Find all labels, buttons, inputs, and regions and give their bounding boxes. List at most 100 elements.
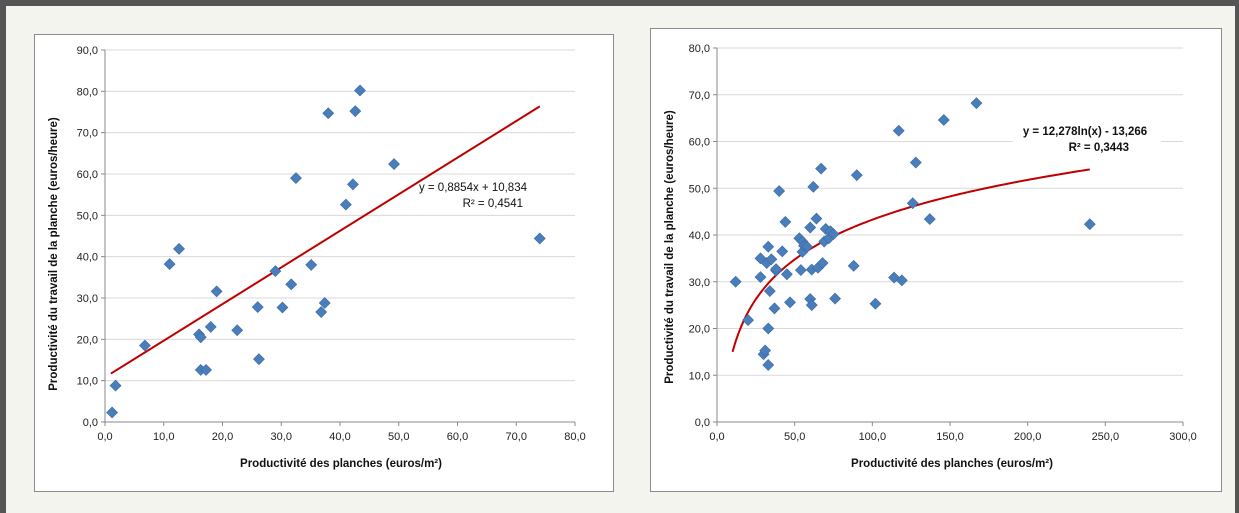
data-point — [339, 198, 352, 211]
data-point — [807, 180, 820, 193]
data-point — [923, 213, 936, 226]
trendline-path — [110, 105, 541, 375]
y-tick-label: 10,0 — [689, 370, 710, 382]
data-points — [106, 84, 546, 419]
chart-panel-logarithmic[interactable]: 0,0 10,0 20,0 30,0 40,0 50,0 60,0 70,0 80,0 0,0 5… — [650, 28, 1222, 492]
data-point — [779, 215, 792, 228]
data-point — [269, 265, 282, 278]
data-point — [810, 212, 823, 225]
data-point — [754, 271, 767, 283]
data-point — [251, 301, 264, 314]
data-point — [285, 278, 298, 291]
data-point — [816, 257, 829, 269]
chart-svg-linear: 0,010,020,030,040,050,060,070,080,090,0 … — [48, 45, 586, 470]
data-point — [906, 197, 919, 210]
x-tick-labels: 0,0 10,0 20,0 30,0 40,0 50,0 60,0 70,0 80,0 — [97, 431, 585, 443]
data-point — [763, 285, 776, 298]
data-point — [765, 253, 778, 266]
data-point — [742, 314, 754, 327]
trendline — [731, 168, 1090, 353]
data-point — [200, 363, 212, 376]
data-point — [106, 406, 118, 419]
data-point — [829, 292, 841, 305]
data-point — [869, 297, 882, 310]
x-tick-label: 50,0 — [784, 431, 805, 443]
data-point — [173, 242, 185, 255]
y-axis-title: Productivité du travail de la planche (e… — [48, 117, 60, 391]
data-point — [388, 158, 400, 171]
x-tick-label: 10,0 — [153, 431, 174, 443]
data-point — [780, 268, 793, 281]
data-point — [937, 114, 950, 126]
data-point — [204, 321, 217, 333]
x-tick-label: 40,0 — [329, 431, 350, 443]
data-point — [784, 296, 796, 309]
gridlines — [105, 49, 575, 382]
chart-panel-linear[interactable]: 0,0 10,0 20,0 30,0 40,0 50,0 60,0 70,0 80,0 90,0 … — [34, 34, 614, 492]
x-tick-label: 100,0 — [859, 431, 887, 443]
trendline — [110, 105, 541, 375]
data-point — [109, 379, 122, 392]
axes — [713, 47, 1184, 426]
data-point — [768, 302, 781, 315]
data-point — [759, 344, 772, 357]
trend-r-squared: R² = 0,4541 — [463, 198, 523, 210]
window-frame-top — [0, 0, 1239, 6]
x-tick-label: 150,0 — [936, 431, 964, 443]
x-tick-label: 200,0 — [1014, 431, 1042, 443]
y-tick-label: 80,0 — [77, 86, 98, 98]
data-point — [762, 322, 775, 335]
y-tick-label: 30,0 — [77, 293, 98, 305]
data-point — [139, 339, 151, 352]
data-point — [194, 331, 207, 344]
data-points — [729, 97, 1096, 371]
y-tick-label: 40,0 — [689, 230, 710, 242]
chart-svg-logarithmic: 0,0 10,0 20,0 30,0 40,0 50,0 60,0 70,0 80,0 0,0 5… — [664, 43, 1197, 470]
x-tick-label: 0,0 — [709, 431, 724, 443]
x-tick-label: 300,0 — [1169, 431, 1197, 443]
y-tick-label: 20,0 — [77, 334, 98, 346]
x-tick-label: 70,0 — [506, 431, 527, 443]
data-point — [895, 274, 908, 287]
x-axis-title: Productivité des planches (euros/m²) — [851, 458, 1053, 470]
data-point — [322, 107, 335, 120]
data-point — [163, 258, 176, 271]
y-tick-label: 80,0 — [689, 43, 710, 55]
trend-r-squared: R² = 0,3443 — [1069, 142, 1129, 154]
x-tick-label: 50,0 — [388, 431, 409, 443]
data-point — [210, 285, 223, 298]
y-tick-label: 70,0 — [689, 90, 710, 102]
x-axis-title: Productivité des planches (euros/m²) — [240, 458, 442, 470]
data-point — [347, 178, 359, 191]
data-point — [349, 105, 362, 118]
data-point — [850, 169, 863, 182]
data-point — [909, 156, 922, 169]
y-tick-label: 90,0 — [77, 45, 98, 57]
y-tick-label: 40,0 — [77, 252, 98, 264]
axes — [101, 49, 576, 426]
data-point — [729, 275, 742, 288]
window-frame-right — [1235, 0, 1239, 513]
x-tick-label: 0,0 — [97, 431, 112, 443]
data-point — [776, 245, 789, 258]
data-point — [315, 306, 328, 318]
data-point — [804, 221, 817, 234]
y-tick-label: 0,0 — [695, 417, 710, 429]
equation-label-bg — [1013, 121, 1161, 157]
data-point — [815, 162, 827, 175]
data-point — [801, 240, 814, 253]
data-point — [794, 264, 807, 276]
x-tick-label: 30,0 — [271, 431, 292, 443]
data-point — [762, 359, 775, 371]
trendline-path — [731, 168, 1090, 353]
gridlines — [717, 47, 1183, 376]
data-point — [805, 299, 818, 312]
y-axis-title: Productivité du travail de la planche (e… — [664, 110, 676, 384]
data-point — [847, 259, 860, 272]
data-point — [231, 324, 244, 337]
y-tick-label: 60,0 — [77, 169, 98, 181]
y-tick-label: 0,0 — [83, 417, 98, 429]
x-tick-labels: 0,0 50,0 100,0 150,0 200,0 250,0 300,0 — [709, 431, 1196, 443]
x-tick-label: 60,0 — [447, 431, 468, 443]
x-tick-label: 250,0 — [1092, 431, 1120, 443]
